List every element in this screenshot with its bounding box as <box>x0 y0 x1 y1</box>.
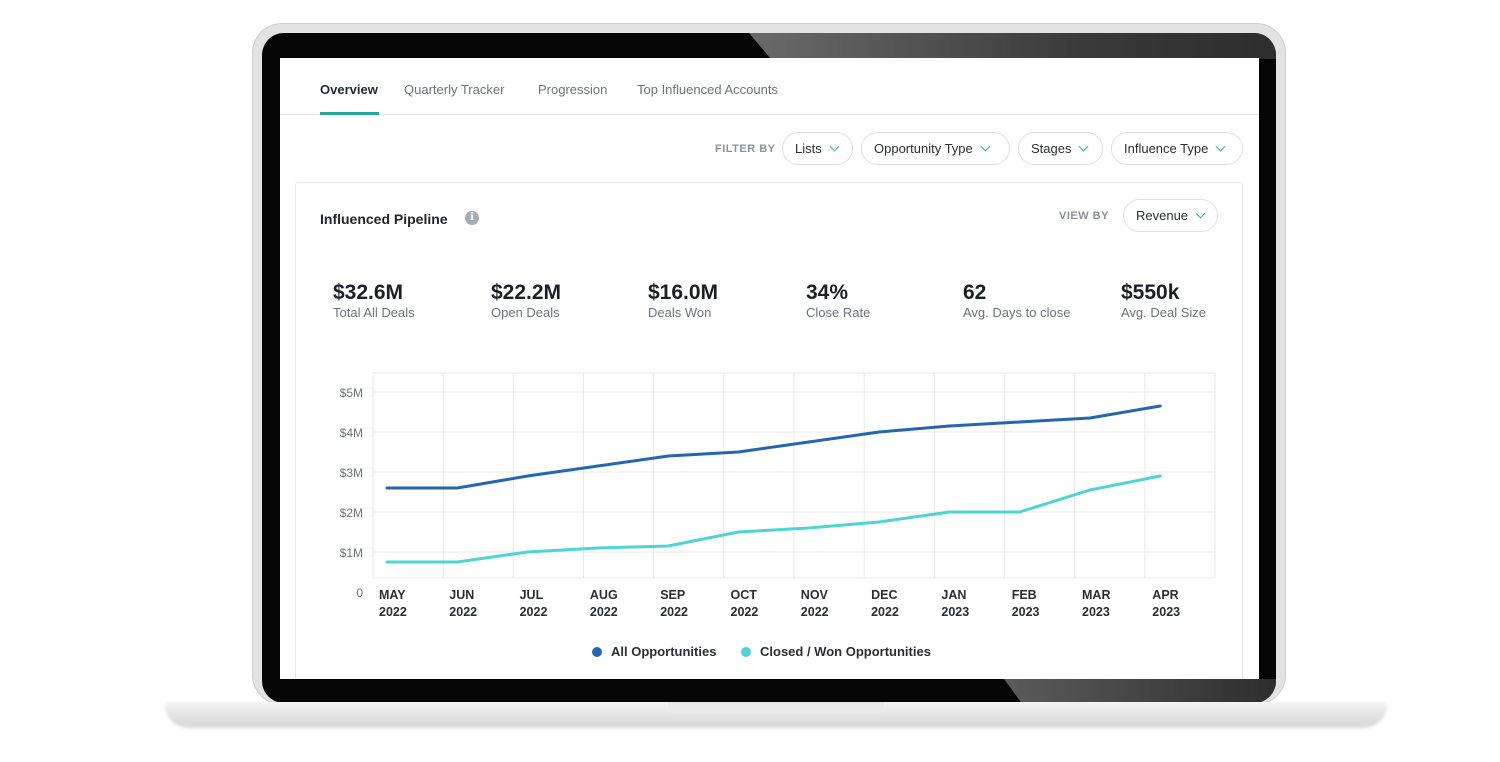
legend-dot-closed-won <box>741 646 751 657</box>
x-tick-label-month: JUL <box>520 588 544 602</box>
metric-label: Deals Won <box>648 305 712 320</box>
legend-item-closed-won-opportunities[interactable]: Closed / Won Opportunities <box>741 644 931 659</box>
y-tick-label: $1M <box>340 546 363 560</box>
x-tick-label-month: JAN <box>941 588 966 602</box>
x-tick-label-month: FEB <box>1012 588 1037 602</box>
influenced-pipeline-card: Influenced Pipeline i VIEW BY Revenue $3… <box>295 182 1243 679</box>
metric-value: $32.6M <box>333 281 404 304</box>
lists-filter-label: Lists <box>795 141 822 156</box>
opportunity-type-filter-dropdown[interactable]: Opportunity Type <box>861 132 1010 165</box>
y-tick-label: $4M <box>340 426 363 440</box>
view-by-value: Revenue <box>1136 208 1189 223</box>
x-tick-label-month: OCT <box>731 588 758 602</box>
x-tick-label-year: 2022 <box>660 605 688 619</box>
x-tick-label-month: MAR <box>1082 588 1110 602</box>
x-tick-label-month: DEC <box>871 588 897 602</box>
metric-close-rate: 34% Close Rate <box>806 280 870 321</box>
chevron-down-icon <box>1079 141 1089 152</box>
chevron-down-icon <box>829 141 840 152</box>
tab-bar: Overview Quarterly Tracker Progression T… <box>280 58 1259 115</box>
app-screen: Overview Quarterly Tracker Progression T… <box>280 58 1259 679</box>
info-icon[interactable]: i <box>465 211 479 225</box>
x-tick-label-year: 2022 <box>449 605 477 619</box>
metric-label: Avg. Deal Size <box>1121 305 1207 320</box>
metric-deals-won: $16.0M Deals Won <box>648 280 718 321</box>
x-tick-label-year: 2022 <box>871 605 899 619</box>
x-tick-label-year: 2022 <box>801 605 829 619</box>
chevron-down-icon <box>980 141 991 152</box>
card-title: Influenced Pipeline <box>320 211 448 227</box>
metric-total-all-deals: $32.6M Total All Deals <box>333 280 415 321</box>
x-tick-label-month: SEP <box>660 588 685 602</box>
opportunity-type-filter-label: Opportunity Type <box>874 141 973 156</box>
series-line-closed-won <box>385 474 1162 564</box>
influence-type-filter-label: Influence Type <box>1124 141 1209 156</box>
metric-value: $550k <box>1121 281 1180 304</box>
metric-label: Close Rate <box>806 305 871 320</box>
y-tick-label: $5M <box>340 386 363 400</box>
tab-quarterly-tracker[interactable]: Quarterly Tracker <box>404 82 505 97</box>
metric-label: Avg. Days to close <box>963 305 1071 320</box>
metric-value: $16.0M <box>648 281 719 304</box>
series-line-all-opportunities <box>385 404 1162 490</box>
x-tick-label-month: APR <box>1152 588 1178 602</box>
x-tick-label-year: 2022 <box>520 605 548 619</box>
legend-dot-all-opportunities <box>592 646 602 657</box>
metric-value: $22.2M <box>491 281 562 304</box>
metric-label: Open Deals <box>491 305 560 320</box>
filter-by-label: FILTER BY <box>715 143 776 155</box>
metric-value: 62 <box>963 281 987 304</box>
x-tick-label-year: 2023 <box>1012 605 1040 619</box>
legend-label: Closed / Won Opportunities <box>760 644 931 659</box>
x-tick-label-year: 2023 <box>941 605 969 619</box>
laptop-base <box>166 702 1386 726</box>
tab-overview[interactable]: Overview <box>320 82 378 97</box>
stages-filter-dropdown[interactable]: Stages <box>1018 132 1103 165</box>
view-by-dropdown[interactable]: Revenue <box>1123 199 1218 232</box>
x-tick-label-year: 2022 <box>379 605 407 619</box>
influence-type-filter-dropdown[interactable]: Influence Type <box>1111 132 1243 165</box>
legend-item-all-opportunities[interactable]: All Opportunities <box>592 644 716 659</box>
stages-filter-label: Stages <box>1031 141 1072 156</box>
metric-value: 34% <box>806 281 849 304</box>
tab-progression[interactable]: Progression <box>538 82 608 97</box>
tab-top-influenced-accounts[interactable]: Top Influenced Accounts <box>637 82 778 97</box>
laptop-base-notch <box>668 702 884 714</box>
metric-avg-deal-size: $550k Avg. Deal Size <box>1121 280 1206 321</box>
x-tick-label-month: JUN <box>449 588 474 602</box>
y-tick-label: $3M <box>340 466 363 480</box>
y-tick-label: $2M <box>340 506 363 520</box>
x-tick-label-year: 2023 <box>1082 605 1110 619</box>
active-tab-indicator <box>320 112 379 115</box>
bezel-glare-bottom <box>1004 679 1276 703</box>
x-tick-label-year: 2022 <box>731 605 759 619</box>
x-tick-label-year: 2023 <box>1152 605 1180 619</box>
chevron-down-icon <box>1215 141 1226 152</box>
metric-avg-days-to-close: 62 Avg. Days to close <box>963 280 1070 321</box>
x-tick-label-year: 2022 <box>590 605 618 619</box>
metric-open-deals: $22.2M Open Deals <box>491 280 561 321</box>
metric-label: Total All Deals <box>333 305 415 320</box>
y-tick-label: 0 <box>356 586 363 600</box>
legend-label: All Opportunities <box>611 644 717 659</box>
view-by-label: VIEW BY <box>1059 210 1109 222</box>
lists-filter-dropdown[interactable]: Lists <box>782 132 853 165</box>
influenced-pipeline-chart: 0 $1M $2M $3M $4M $5M MAY 2022 JUN 2022 JUL 2022 AUG… <box>340 372 1216 619</box>
x-tick-label-month: MAY <box>379 588 406 602</box>
x-tick-label-month: AUG <box>590 588 618 602</box>
x-tick-label-month: NOV <box>801 588 829 602</box>
bezel-glare-top <box>749 33 1276 59</box>
